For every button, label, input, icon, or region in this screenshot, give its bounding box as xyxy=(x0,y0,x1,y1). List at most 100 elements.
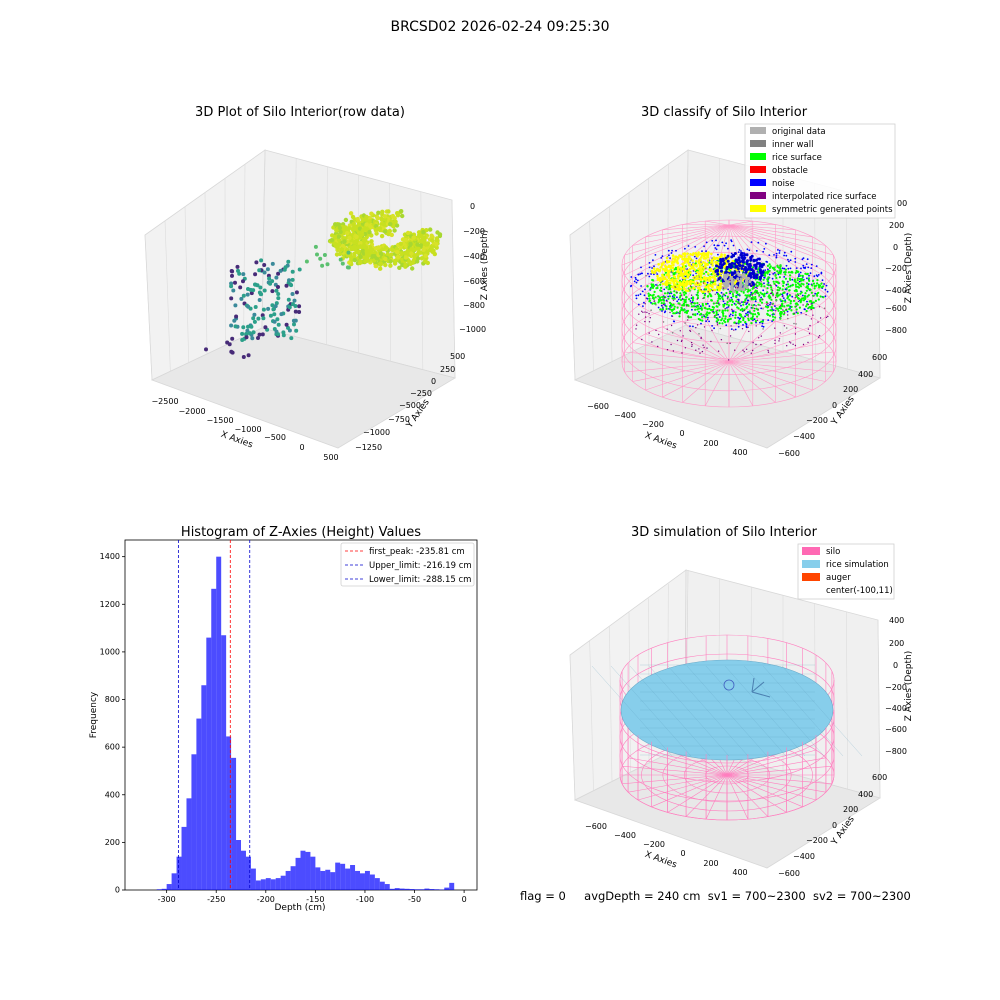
scatter-point xyxy=(710,252,713,256)
scatter-point xyxy=(673,275,677,279)
scatter-point xyxy=(665,286,668,289)
scatter-point xyxy=(796,312,799,315)
scatter-point xyxy=(773,268,776,271)
scatter-point xyxy=(717,277,721,281)
scatter-point xyxy=(673,312,677,315)
gridline xyxy=(589,640,594,791)
scatter-point xyxy=(347,235,352,241)
scatter-point xyxy=(729,342,731,344)
scatter-point xyxy=(789,274,792,277)
scatter-point xyxy=(315,252,319,257)
scatter-point xyxy=(743,284,747,288)
scatter-point xyxy=(796,303,799,306)
scatter-point xyxy=(423,258,428,264)
rice-mesh-line xyxy=(686,665,768,757)
scatter-point xyxy=(706,295,710,298)
scatter-point xyxy=(737,258,741,262)
scatter-point xyxy=(752,304,755,307)
scatter-point xyxy=(742,291,745,294)
scatter-point xyxy=(788,277,792,280)
scatter-point xyxy=(734,274,738,278)
scatter-point xyxy=(686,275,690,279)
p2-ytick: −600 xyxy=(778,449,800,458)
hist-bar xyxy=(216,556,222,890)
scatter-point xyxy=(677,288,680,291)
scatter-point xyxy=(754,313,757,316)
rice-mesh-line xyxy=(705,665,787,757)
scatter-point xyxy=(703,346,705,349)
scatter-point xyxy=(822,285,825,288)
scatter-point xyxy=(369,233,374,238)
hist-bar xyxy=(414,889,420,890)
scatter-point xyxy=(807,283,810,286)
scatter-point xyxy=(670,324,673,327)
scatter-point xyxy=(714,293,717,296)
scatter-point xyxy=(681,289,684,292)
scatter-point xyxy=(283,265,288,270)
scatter-point xyxy=(361,239,366,244)
scatter-point xyxy=(237,271,242,276)
scatter-point xyxy=(768,269,771,272)
p4-xtick: −200 xyxy=(643,840,665,849)
scatter-point xyxy=(241,293,246,298)
scatter-point xyxy=(805,314,807,316)
scatter-point xyxy=(740,315,743,318)
scatter-point xyxy=(784,273,787,276)
scatter-point xyxy=(646,311,648,314)
p4-ytick: 200 xyxy=(843,805,858,814)
scatter-point xyxy=(260,332,265,337)
scatter-point xyxy=(771,302,773,305)
scatter-point xyxy=(802,257,805,259)
scatter-point xyxy=(672,350,675,352)
silo-spoke xyxy=(728,224,826,285)
scatter-point xyxy=(743,351,745,353)
scatter-point xyxy=(253,272,258,277)
scatter-point xyxy=(742,301,745,304)
scatter-point xyxy=(711,325,713,327)
scatter-point xyxy=(695,285,697,288)
scatter-point xyxy=(656,267,659,271)
scatter-point xyxy=(772,293,775,296)
scatter-point xyxy=(752,298,755,301)
scatter-point xyxy=(676,339,679,342)
scatter-point xyxy=(640,272,643,275)
p2-xlabel: X Axies xyxy=(643,431,678,452)
scatter-point xyxy=(742,319,745,322)
scatter-point xyxy=(630,285,632,288)
scatter-point xyxy=(783,276,786,278)
scatter-point xyxy=(708,261,711,264)
scatter-point xyxy=(806,277,808,280)
scatter-point xyxy=(715,260,718,264)
scatter-point xyxy=(706,302,709,305)
scatter-point xyxy=(721,257,725,261)
silo-spoke xyxy=(726,749,817,776)
scatter-point xyxy=(768,254,771,256)
silo-spoke xyxy=(728,224,776,226)
scatter-point xyxy=(661,295,664,299)
scatter-point xyxy=(755,343,757,346)
scatter-point xyxy=(337,225,343,231)
scatter-point xyxy=(762,289,765,292)
scatter-point xyxy=(650,283,653,286)
p1-xtick: 0 xyxy=(299,443,304,452)
scatter-point xyxy=(234,314,239,319)
scatter-point xyxy=(276,332,280,337)
scatter-point xyxy=(416,246,421,252)
hist-bar xyxy=(211,588,217,890)
scatter-point xyxy=(671,260,674,264)
scatter-point xyxy=(715,239,717,242)
p2-ytick: 400 xyxy=(858,370,873,379)
scatter-point xyxy=(273,304,278,309)
scatter-point xyxy=(692,274,695,277)
scatter-point xyxy=(676,306,679,309)
scatter-point xyxy=(665,268,668,272)
scatter-point xyxy=(675,280,678,283)
hist-bar xyxy=(320,870,326,890)
scatter-point xyxy=(751,315,755,318)
scatter-point xyxy=(730,273,734,277)
scatter-point xyxy=(669,308,672,311)
scatter-point xyxy=(669,281,672,285)
scatter-point xyxy=(275,317,280,322)
scatter-point xyxy=(751,313,755,316)
scatter-point xyxy=(710,263,712,266)
